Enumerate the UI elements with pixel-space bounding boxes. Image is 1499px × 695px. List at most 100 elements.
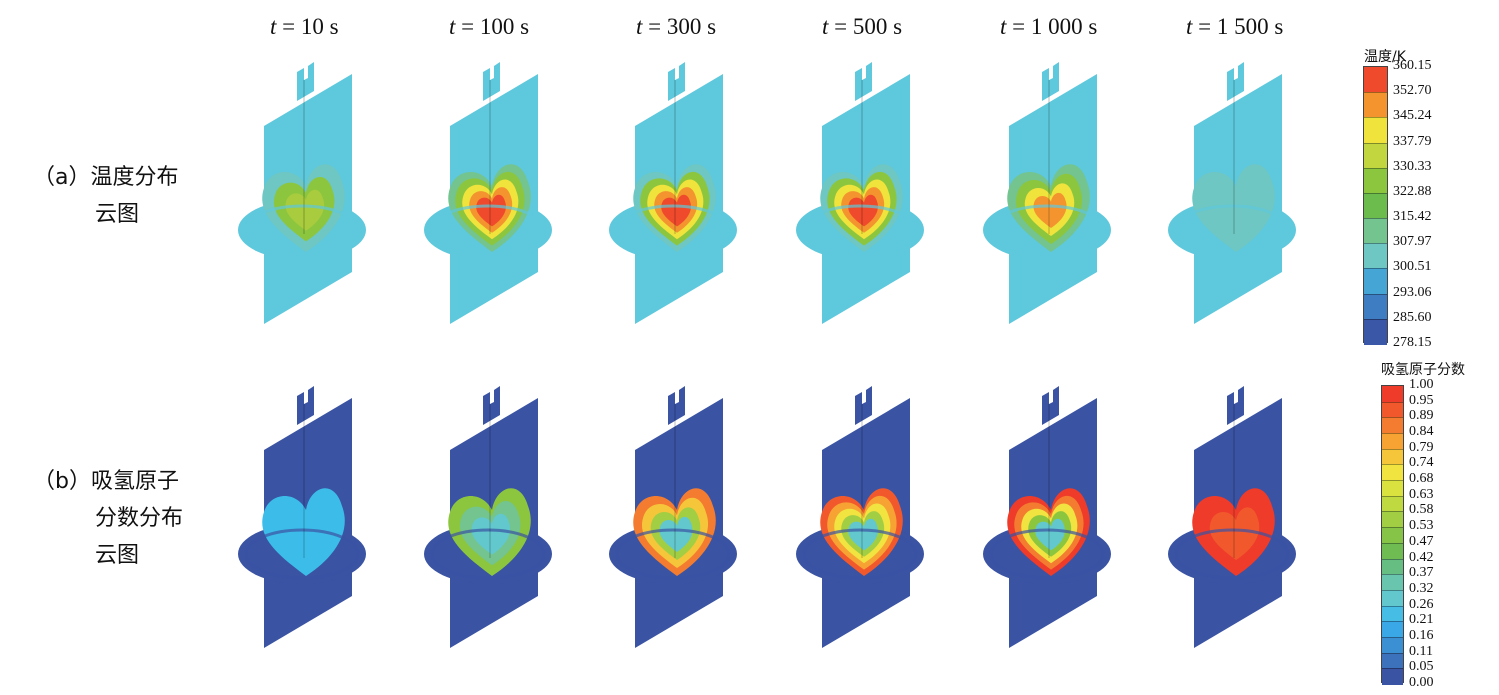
- colorbar-tick-label: 0.89: [1409, 408, 1434, 424]
- contour-layer: [1033, 192, 1067, 228]
- contour-layer: [262, 488, 345, 576]
- colorbar-tick-label: 0.42: [1409, 549, 1434, 565]
- row-label-b-line2: 分数分布: [95, 506, 184, 531]
- row-label-hydrogen: （b）吸氢原子 分数分布 云图: [33, 463, 183, 574]
- hydrogen-panel-4: [983, 386, 1111, 648]
- colorbar-tick-label: 0.21: [1409, 612, 1434, 628]
- row-label-temperature: （a）温度分布 云图: [33, 159, 178, 233]
- temperature-panel-3: [796, 62, 924, 324]
- hydrogen-panel-0: [238, 386, 366, 648]
- disc-rim: [615, 204, 731, 256]
- plate-neck: [297, 386, 314, 425]
- hydrogen-panel-2: [609, 386, 737, 648]
- contour-figures: [238, 62, 1296, 648]
- colorbar-tick-label: 0.68: [1409, 471, 1434, 487]
- colorbar-tick-label: 352.70: [1393, 83, 1432, 99]
- disc-rim: [802, 204, 918, 256]
- temperature-panel-5: [1168, 62, 1296, 324]
- legend-temp-colorbar: [1363, 66, 1388, 345]
- contour-layer: [848, 518, 878, 551]
- colorbar-segment: [1382, 558, 1403, 576]
- colorbar-segment: [1382, 448, 1403, 466]
- hydrogen-panel-5: [1168, 386, 1296, 648]
- colorbar-segment: [1364, 192, 1387, 220]
- colorbar-segment: [1364, 92, 1387, 119]
- colorbar-segment: [1382, 386, 1403, 403]
- colorbar-segment: [1382, 605, 1403, 623]
- colorbar-tick-label: 345.24: [1393, 108, 1432, 124]
- colorbar-tick-label: 0.53: [1409, 518, 1434, 534]
- colorbar-tick-label: 360.15: [1393, 58, 1432, 73]
- temperature-panel-0: [238, 62, 366, 324]
- plate-neck: [855, 386, 872, 425]
- disc-rim: [615, 528, 731, 580]
- plate-neck: [297, 62, 314, 101]
- plate-neck: [1227, 386, 1244, 425]
- contour-layer: [471, 513, 511, 555]
- disc-rim: [430, 528, 546, 580]
- colorbar-segment: [1382, 480, 1403, 497]
- contour-layer: [848, 194, 878, 227]
- colorbar-tick-label: 0.37: [1409, 565, 1434, 581]
- colorbar-segment: [1382, 433, 1403, 450]
- contour-layer: [285, 189, 325, 231]
- colorbar-segment: [1382, 574, 1403, 591]
- plate-neck: [855, 62, 872, 101]
- colorbar-tick-label: 0.32: [1409, 580, 1434, 596]
- legend-h-title: 吸氢原子分数: [1381, 362, 1465, 378]
- colorbar-segment: [1382, 495, 1403, 513]
- colorbar-segment: [1364, 142, 1387, 169]
- legend-h-colorbar: [1381, 385, 1404, 685]
- colorbar-tick-label: 0.26: [1409, 596, 1434, 612]
- colorbar-tick-label: 0.47: [1409, 533, 1434, 549]
- plate-neck: [483, 386, 500, 425]
- disc-rim: [1174, 204, 1290, 256]
- colorbar-segment: [1364, 268, 1387, 295]
- colorbar-segment: [1364, 293, 1387, 320]
- colorbar-tick-label: 0.74: [1409, 455, 1434, 471]
- colorbar-segment: [1382, 464, 1403, 482]
- colorbar-segment: [1382, 589, 1403, 607]
- disc-rim: [244, 204, 360, 256]
- colorbar-segment: [1382, 527, 1403, 544]
- colorbar-segment: [1364, 67, 1387, 94]
- contour-layer: [659, 516, 693, 552]
- colorbar-tick-label: 285.60: [1393, 309, 1432, 325]
- contour-layer: [476, 194, 506, 227]
- colorbar-tick-label: 0.58: [1409, 502, 1434, 518]
- disc-rim: [244, 528, 360, 580]
- temperature-panel-2: [609, 62, 737, 324]
- colorbar-segment: [1364, 218, 1387, 245]
- time-label-100s: t = 100 s: [449, 14, 530, 39]
- plate-neck: [1042, 386, 1059, 425]
- temperature-panel-1: [424, 62, 552, 324]
- colorbar-tick-label: 0.84: [1409, 424, 1434, 440]
- colorbar-segment: [1364, 117, 1387, 144]
- colorbar-tick-label: 278.15: [1393, 335, 1432, 350]
- time-label-500s: t = 500 s: [822, 14, 903, 39]
- colorbar-segment: [1382, 417, 1403, 435]
- contour-layer: [1192, 164, 1275, 252]
- colorbar-segment: [1382, 668, 1403, 685]
- colorbar-tick-label: 0.63: [1409, 486, 1434, 502]
- plate-neck: [668, 386, 685, 425]
- colorbar-tick-label: 1.00: [1409, 377, 1434, 392]
- colorbar-tick-label: 300.51: [1393, 259, 1432, 275]
- row-label-a-line2: 云图: [95, 202, 140, 227]
- colorbar-segment: [1382, 542, 1403, 560]
- time-label-10s: t = 10 s: [270, 14, 339, 39]
- legend-temp-title: 温度/K: [1364, 49, 1406, 65]
- colorbar-tick-label: 0.95: [1409, 392, 1434, 408]
- time-label-1000s: t = 1 000 s: [1000, 14, 1098, 39]
- hydrogen-panel-1: [424, 386, 552, 648]
- colorbar-segment: [1382, 401, 1403, 419]
- disc-rim: [802, 528, 918, 580]
- plate-neck: [1042, 62, 1059, 101]
- disc-rim: [430, 204, 546, 256]
- colorbar-tick-label: 322.88: [1393, 183, 1432, 199]
- time-label-300s: t = 300 s: [636, 14, 717, 39]
- plate-neck: [483, 62, 500, 101]
- colorbar-segment: [1382, 636, 1403, 654]
- disc-rim: [989, 528, 1105, 580]
- row-label-b-line3: 云图: [95, 543, 140, 568]
